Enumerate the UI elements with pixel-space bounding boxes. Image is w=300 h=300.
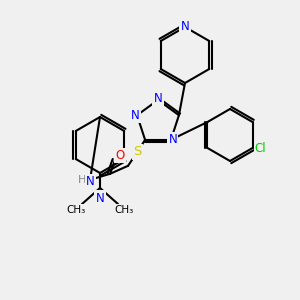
Text: N: N [154, 92, 162, 106]
Text: O: O [116, 149, 125, 162]
Text: N: N [131, 109, 140, 122]
Text: CH₃: CH₃ [114, 205, 134, 215]
Text: S: S [133, 145, 141, 158]
Text: CH₃: CH₃ [66, 205, 85, 215]
Text: N: N [86, 175, 94, 188]
Text: H: H [78, 175, 86, 185]
Text: N: N [181, 20, 189, 34]
Text: N: N [96, 191, 104, 205]
Text: N: N [169, 133, 177, 146]
Text: Cl: Cl [255, 142, 266, 154]
